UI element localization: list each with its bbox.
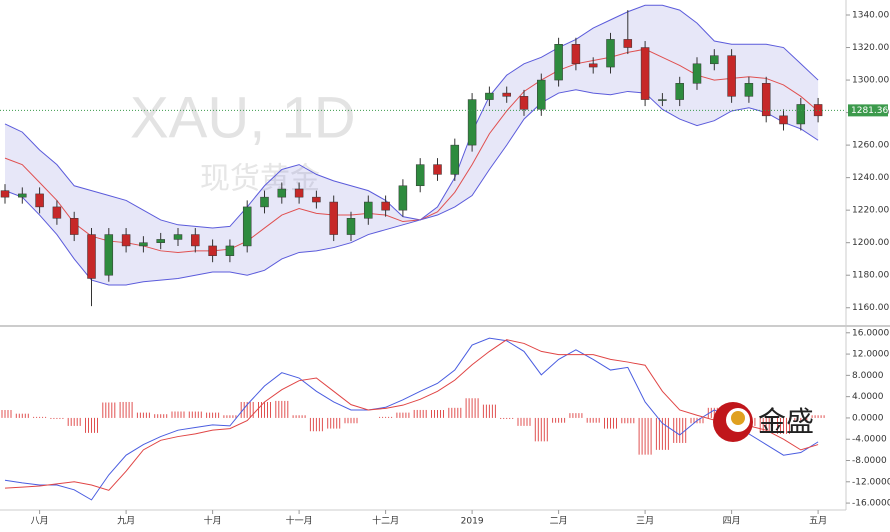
y-tick-label: 0.0000 — [852, 413, 884, 423]
watermark: XAU, 1D — [130, 85, 356, 150]
x-tick-label: 三月 — [636, 516, 654, 527]
candle-body — [813, 104, 823, 117]
candle-body — [502, 92, 511, 97]
candle-body — [225, 245, 235, 256]
y-tick-label: -4.0000 — [852, 435, 887, 445]
y-tick-label: 1300.00 — [852, 76, 889, 86]
last-price-box — [848, 104, 888, 117]
candle-body — [554, 44, 563, 81]
candle-body — [329, 201, 338, 235]
last-price-label: 1281.36 — [851, 106, 888, 116]
candle-body — [0, 190, 10, 198]
candle-body — [519, 96, 529, 110]
y-tick-label: 1180.00 — [852, 271, 889, 281]
y-tick-label: 12.0000 — [852, 350, 889, 360]
candle-body — [260, 196, 269, 208]
candle-body — [588, 63, 598, 68]
x-tick-label: 2019 — [461, 517, 484, 527]
y-tick-label: 8.0000 — [852, 371, 884, 381]
candle-body — [623, 39, 633, 48]
candle-body — [571, 44, 581, 65]
y-tick-label: -16.0000 — [852, 499, 890, 509]
candle-body — [364, 201, 373, 219]
x-tick-label: 二月 — [550, 516, 568, 527]
logo-text: 金盛 — [758, 405, 814, 438]
candle-body — [692, 63, 702, 84]
candle-body — [139, 242, 148, 247]
y-tick-label: 1220.00 — [852, 206, 889, 216]
logo: 金盛 — [713, 402, 814, 442]
candle-body — [433, 164, 442, 175]
candle-body — [450, 144, 460, 175]
candle-body — [658, 99, 667, 101]
candle-body — [173, 234, 183, 240]
x-tick-label: 十二月 — [372, 515, 399, 527]
y-tick-label: 1240.00 — [852, 173, 889, 183]
y-tick-label: 16.0000 — [852, 328, 889, 338]
x-tick-label: 四月 — [723, 516, 741, 527]
band-line — [4, 89, 819, 286]
candle-body — [537, 79, 546, 110]
candle-body — [675, 83, 684, 100]
band-line — [4, 4, 819, 229]
candle-body — [242, 206, 252, 247]
candle-body — [35, 193, 44, 208]
candle-body — [744, 83, 754, 97]
y-tick-label: 1320.00 — [852, 43, 889, 53]
y-tick-label: 1260.00 — [852, 141, 889, 151]
candle-body — [467, 99, 477, 146]
y-tick-label: 1200.00 — [852, 238, 889, 248]
candle-body — [52, 206, 62, 219]
candle-body — [87, 234, 96, 279]
candle-body — [710, 55, 719, 65]
candle-body — [69, 218, 79, 235]
y-tick-label: 1340.00 — [852, 11, 889, 21]
candle-body — [779, 115, 788, 125]
candle-body — [191, 234, 200, 247]
logo-core — [731, 411, 745, 425]
candle-body — [761, 83, 771, 117]
candle-body — [312, 196, 321, 203]
candle-body — [208, 245, 217, 256]
x-tick-label: 八月 — [31, 516, 49, 527]
candle-body — [485, 92, 494, 100]
x-tick-label: 五月 — [809, 516, 827, 527]
x-tick-label: 十一月 — [286, 515, 313, 527]
x-tick-label: 九月 — [117, 516, 135, 527]
candle-body — [796, 104, 806, 125]
band-fill — [5, 5, 819, 285]
candle-body — [606, 39, 615, 68]
candle-body — [398, 185, 408, 211]
candle-body — [156, 239, 165, 243]
y-tick-label: 1160.00 — [852, 303, 889, 313]
candle-body — [294, 188, 304, 198]
macd-line — [4, 337, 819, 501]
candle-body — [121, 234, 131, 247]
y-tick-label: -8.0000 — [852, 456, 887, 466]
candle-body — [640, 47, 650, 100]
x-tick-label: 十月 — [204, 515, 222, 527]
candle-body — [415, 164, 425, 187]
candle-body — [277, 188, 287, 198]
y-tick-label: -12.0000 — [852, 477, 890, 487]
macd-line — [4, 339, 819, 491]
candle-body — [727, 55, 736, 97]
candle-body — [381, 201, 390, 211]
candle-body — [18, 193, 27, 198]
candle-body — [346, 218, 356, 235]
candle-body — [104, 234, 114, 276]
y-tick-label: 4.0000 — [852, 392, 884, 402]
